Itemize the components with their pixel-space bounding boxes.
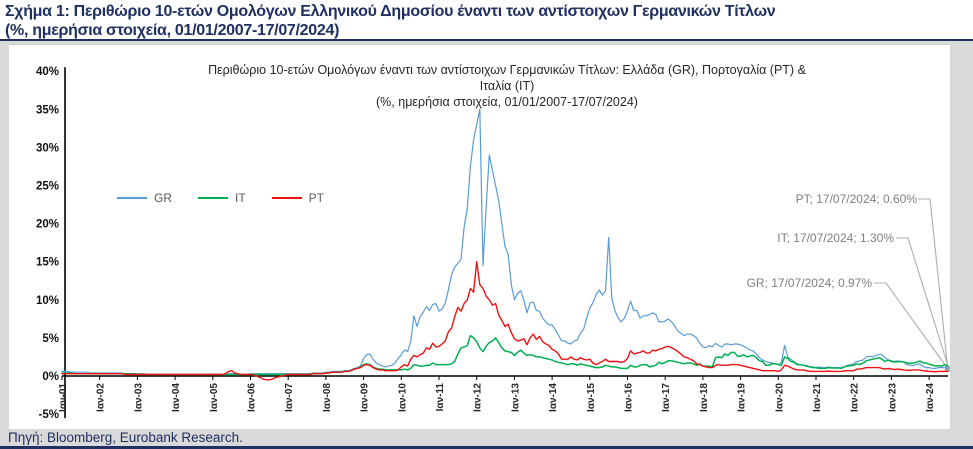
- x-tick-label: Ιαν-14: [548, 383, 559, 412]
- y-tick-label: 40%: [36, 66, 59, 78]
- y-tick-label: 10%: [36, 295, 59, 307]
- x-tick-label: Ιαν-20: [774, 383, 785, 412]
- legend-item-it: IT: [198, 191, 246, 205]
- x-tick-label: Ιαν-08: [322, 383, 333, 412]
- chart-title: Περιθώριο 10-ετών Ομολόγων έναντι των αν…: [65, 62, 949, 110]
- x-tick-label: Ιαν-16: [624, 383, 635, 412]
- legend-label-it: IT: [235, 191, 246, 205]
- axes: [62, 67, 948, 419]
- chart-title-line1: Περιθώριο 10-ετών Ομολόγων έναντι των αν…: [208, 63, 806, 77]
- legend-line-pt: [271, 197, 302, 199]
- bottom-rule: [0, 446, 973, 449]
- x-tick-label: Ιαν-18: [699, 383, 710, 412]
- chart-title-line3: (%, ημερήσια στοιχεία, 01/01/2007-17/07/…: [376, 95, 638, 109]
- x-tick-label: Ιαν-22: [850, 383, 861, 412]
- x-tick-label: Ιαν-13: [510, 383, 521, 412]
- x-tick-label: Ιαν-10: [397, 383, 408, 412]
- figure-title-line2: (%, ημερήσια στοιχεία, 01/01/2007-17/07/…: [5, 22, 340, 39]
- y-axis-labels: 40% 35% 30% 25% 20% 15% 10% 5% 0% -5%: [36, 66, 59, 421]
- x-tick-label: Ιαν-03: [133, 383, 144, 412]
- x-tick-label: Ιαν-12: [473, 383, 484, 412]
- x-tick-label: Ιαν-06: [247, 383, 258, 412]
- x-tick-label: Ιαν-19: [737, 383, 748, 412]
- chart-area: 40% 35% 30% 25% 20% 15% 10% 5% 0% -5% Ιαν-01 Ιαν-02…: [9, 44, 950, 429]
- y-tick-label: -5%: [39, 409, 59, 421]
- source-note: Πηγή: Bloomberg, Eurobank Research.: [0, 429, 973, 446]
- x-tick-label: Ιαν-07: [284, 383, 295, 412]
- y-tick-label: 20%: [36, 219, 59, 231]
- figure-header: Σχήμα 1: Περιθώριο 10-ετών Ομολόγων Ελλη…: [0, 0, 973, 41]
- chart-legend: GR IT PT: [117, 191, 324, 205]
- x-tick-label: Ιαν-04: [171, 383, 182, 412]
- legend-line-it: [198, 197, 228, 199]
- x-tick-label: Ιαν-23: [887, 383, 898, 412]
- chart-title-line2: Ιταλία (IT): [479, 79, 535, 93]
- legend-label-gr: GR: [154, 191, 172, 205]
- x-tick-label: Ιαν-11: [435, 383, 446, 412]
- x-tick-label: Ιαν-24: [925, 383, 936, 412]
- x-tick-label: Ιαν-17: [661, 383, 672, 412]
- x-tick-label: Ιαν-01: [58, 383, 69, 412]
- x-tick-label: Ιαν-09: [360, 383, 371, 412]
- y-tick-label: 30%: [36, 142, 59, 154]
- legend-item-pt: PT: [271, 191, 325, 205]
- callout-leader-lines: [874, 198, 950, 372]
- series-line-pt: [61, 260, 949, 381]
- y-tick-label: 15%: [36, 257, 59, 269]
- legend-label-pt: PT: [308, 191, 325, 205]
- callout-gr-last-value: GR; 17/07/2024; 0.97%: [746, 276, 872, 290]
- legend-line-gr: [117, 197, 147, 199]
- spread-line-chart: 40% 35% 30% 25% 20% 15% 10% 5% 0% -5%Ιαν-01 Ιαν-02…: [36, 66, 950, 421]
- y-tick-label: 0%: [42, 371, 59, 383]
- y-tick-label: 35%: [36, 104, 59, 116]
- y-tick-label: 5%: [42, 333, 59, 345]
- callout-it-last-value: IT; 17/07/2024; 1.30%: [777, 231, 894, 245]
- x-tick-label: Ιαν-21: [812, 383, 823, 412]
- legend-item-gr: GR: [117, 191, 172, 205]
- series-line-it: [61, 334, 949, 376]
- callout-pt-last-value: PT; 17/07/2024; 0.60%: [795, 192, 917, 206]
- x-tick-label: Ιαν-15: [586, 383, 597, 412]
- x-tick-label: Ιαν-05: [209, 383, 220, 412]
- y-tick-label: 25%: [36, 181, 59, 193]
- figure-title-line1: Σχήμα 1: Περιθώριο 10-ετών Ομολόγων Ελλη…: [5, 3, 776, 20]
- x-axis-labels: Ιαν-01 Ιαν-02 Ιαν-03 Ιαν-04 Ιαν-05 Ιαν-06 Ιαν-…: [58, 376, 936, 412]
- x-tick-label: Ιαν-02: [96, 383, 107, 412]
